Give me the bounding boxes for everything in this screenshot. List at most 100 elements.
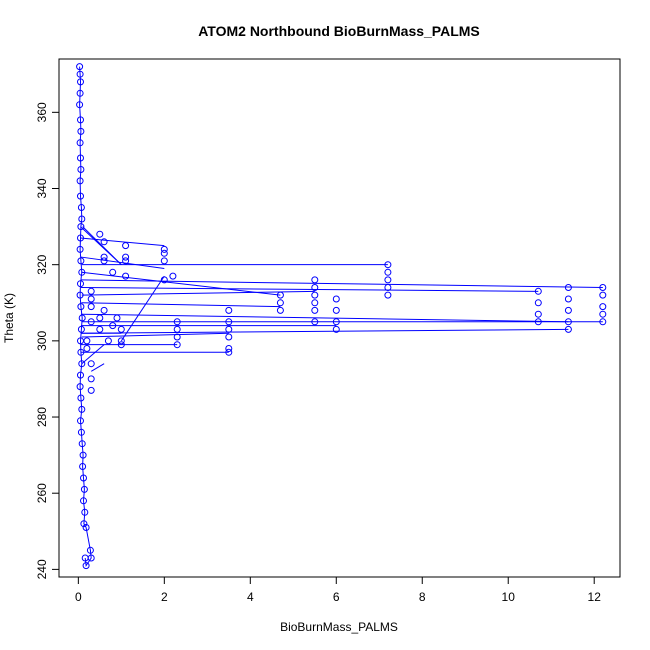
data-point [77, 303, 85, 311]
data-point [332, 295, 340, 303]
series-line-segment [80, 237, 165, 247]
data-point [100, 257, 108, 265]
data-point [86, 546, 94, 554]
y-axis: 240 260 280 300 320 340 360 [35, 102, 60, 579]
data-point [96, 230, 104, 238]
x-tick-label: 6 [333, 590, 340, 604]
series-line-segment [90, 363, 105, 372]
data-point [87, 303, 95, 311]
data-point [77, 166, 85, 173]
y-tick-label: 320 [35, 254, 49, 274]
x-tick-label: 4 [247, 590, 254, 604]
data-point [77, 348, 85, 356]
data-point [311, 299, 319, 307]
data-point [83, 337, 91, 345]
data-point [160, 249, 168, 257]
data-point [534, 299, 542, 307]
data-point [80, 485, 88, 493]
data-point [78, 268, 86, 276]
data-point [80, 474, 87, 482]
data-point [276, 291, 284, 299]
data-point [87, 287, 95, 295]
data-point [225, 345, 233, 352]
data-point [82, 562, 90, 570]
data-point [77, 428, 85, 436]
data-point [122, 253, 130, 261]
data-point [78, 440, 86, 448]
data-point [113, 314, 121, 322]
data-point [225, 348, 233, 356]
data-point [169, 272, 177, 280]
x-tick-label: 10 [502, 590, 516, 604]
data-point [77, 257, 85, 265]
data-point [87, 318, 95, 326]
y-tick-label: 360 [35, 102, 49, 122]
data-point [77, 234, 84, 242]
data-point [77, 154, 84, 162]
data-point [534, 310, 542, 318]
data-point [564, 318, 572, 326]
series-line [79, 66, 92, 568]
data-point [81, 554, 89, 562]
data-point [122, 257, 130, 265]
data-point [564, 325, 572, 333]
data-point [599, 291, 607, 299]
data-point [104, 337, 112, 345]
data-point [384, 284, 392, 291]
data-point [117, 325, 125, 333]
data-point [76, 383, 84, 391]
data-point [77, 204, 85, 211]
y-tick-label: 280 [35, 407, 49, 427]
data-point [173, 341, 181, 349]
data-point [311, 284, 319, 291]
data-point [78, 215, 86, 223]
data-point [76, 70, 84, 78]
data-point [100, 306, 108, 314]
data-point [173, 333, 181, 341]
data-point [534, 318, 542, 326]
series-line-segment [81, 290, 315, 296]
series-line-segment [80, 256, 165, 269]
data-point [77, 192, 84, 200]
data-point [76, 177, 84, 185]
chart-title: ATOM2 Northbound BioBurnMass_PALMS [198, 23, 480, 39]
data-point [599, 284, 607, 291]
data-point [160, 257, 168, 265]
data-point [332, 318, 340, 326]
data-point [109, 322, 117, 330]
data-point [77, 371, 84, 379]
data-point [82, 524, 90, 531]
data-point [77, 78, 84, 86]
data-point [564, 284, 572, 291]
data-point [79, 451, 87, 459]
data-point [81, 508, 89, 516]
data-point [599, 310, 607, 318]
data-point [173, 325, 181, 333]
y-tick-label: 260 [35, 483, 49, 503]
y-axis-label: Theta (K) [2, 293, 16, 343]
data-marks [76, 63, 607, 570]
data-point [87, 295, 95, 303]
data-point [77, 116, 84, 124]
data-point [96, 325, 104, 333]
data-point [117, 341, 125, 349]
data-point [76, 89, 84, 97]
data-point [100, 253, 108, 261]
x-tick-label: 2 [161, 590, 168, 604]
data-point [87, 360, 95, 368]
x-axis: 0 2 4 6 8 10 12 [75, 576, 601, 604]
data-point [122, 242, 130, 250]
data-point [384, 276, 392, 284]
data-point [100, 238, 108, 246]
data-point [79, 463, 87, 470]
y-tick-label: 340 [35, 178, 49, 198]
data-point [311, 306, 319, 314]
data-point [311, 276, 319, 284]
data-point [173, 318, 181, 326]
data-point [599, 303, 607, 311]
data-point [78, 314, 86, 322]
data-point [77, 325, 85, 333]
data-point [225, 318, 233, 326]
series-line-segment [120, 275, 165, 342]
